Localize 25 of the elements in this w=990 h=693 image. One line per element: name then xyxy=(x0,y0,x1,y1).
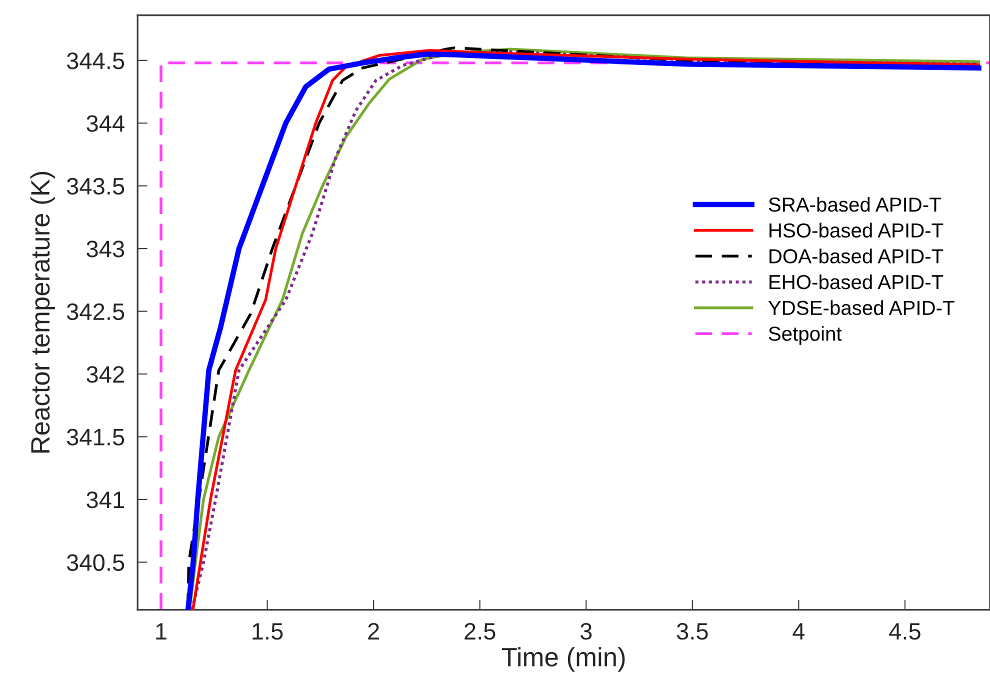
legend-label: YDSE-based APID-T xyxy=(768,300,954,316)
x-tick-label: 3 xyxy=(580,622,592,640)
legend-label: Setpoint xyxy=(768,326,842,345)
y-tick-label: 341 xyxy=(86,492,124,508)
y-axis-title: Reactor temperature (K) xyxy=(30,172,55,453)
y-tick-label: 343.5 xyxy=(66,178,124,195)
legend-label: HSO-based APID-T xyxy=(770,222,944,238)
y-tick-label: 343 xyxy=(86,240,124,258)
x-tick-label: 2 xyxy=(368,622,379,640)
legend-label: DOA-based APID-T xyxy=(770,248,944,264)
y-tick-label: 344 xyxy=(86,115,124,132)
y-tick-label: 344.5 xyxy=(66,52,124,70)
x-tick-label: 2.5 xyxy=(464,622,496,640)
y-tick-label: 340.5 xyxy=(66,554,124,571)
y-tick-label: 342.5 xyxy=(66,303,124,320)
x-tick-label: 4 xyxy=(792,623,805,640)
y-tick-label: 342 xyxy=(86,366,124,383)
x-tick-label: 1.5 xyxy=(252,623,283,640)
legend-label: SRA-based APID-T xyxy=(768,196,941,212)
legend-label: EHO-based APID-T xyxy=(770,274,944,290)
x-tick-label: 1 xyxy=(156,623,166,640)
x-tick-label: 4.5 xyxy=(889,623,920,640)
x-axis-title: Time (min) xyxy=(502,647,625,672)
x-tick-label: 3.5 xyxy=(676,622,708,640)
y-tick-label: 341.5 xyxy=(66,428,124,446)
